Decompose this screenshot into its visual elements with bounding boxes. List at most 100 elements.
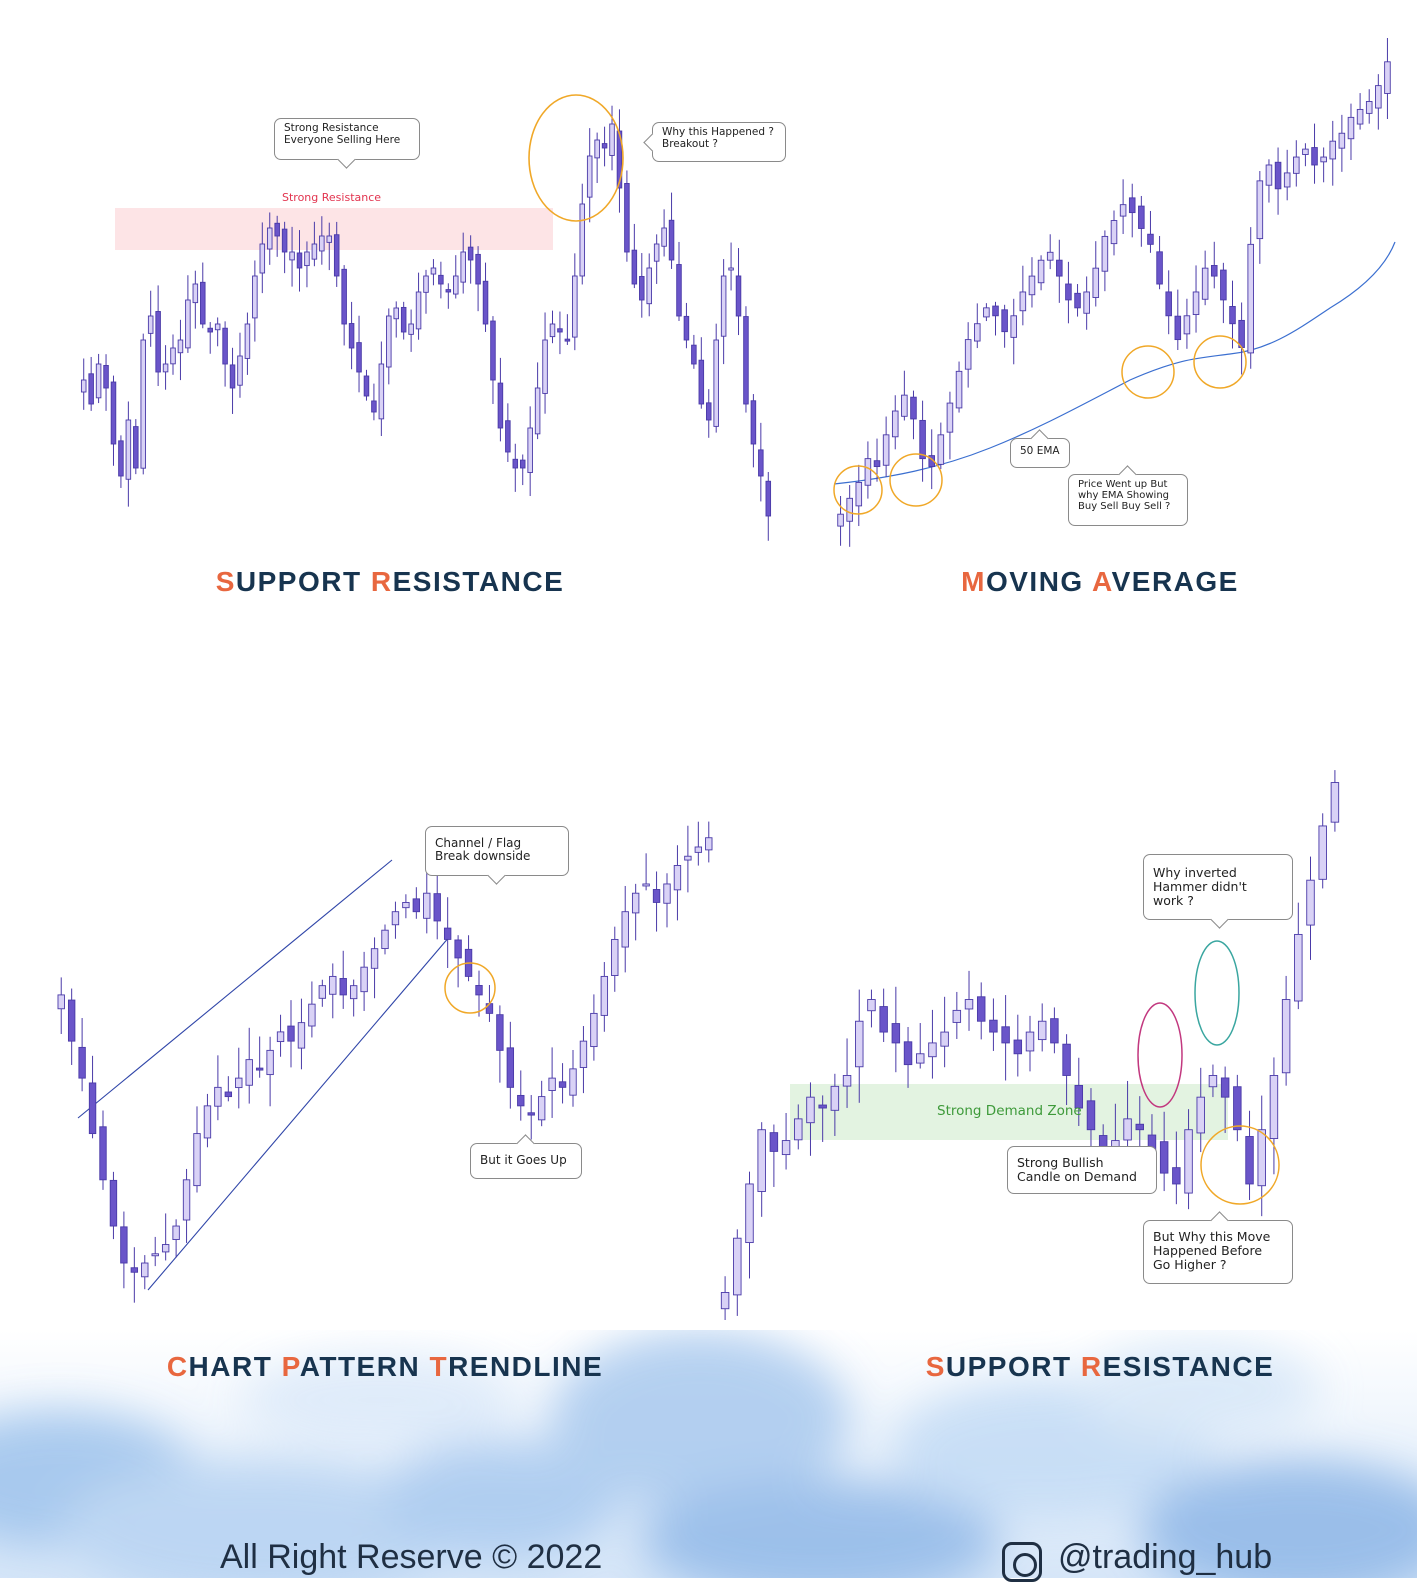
candle-body [745,1183,754,1244]
candle-body [274,222,280,237]
candle-body [1233,1086,1242,1131]
candle-body [983,307,990,318]
candle-body [743,316,749,405]
candle-body [333,234,340,277]
candle-body [200,281,206,325]
chart-panel-support-resistance-demand: Strong Demand Zone Why inverted Hammer d… [715,740,1355,1320]
candle-body [916,1053,925,1064]
callout-line: Price Went up But [1078,479,1168,490]
candle-body [1294,933,1303,1002]
candle-body [496,1014,504,1051]
candle-body [955,370,963,409]
callout-goes-up: But it Goes Up [470,1134,582,1179]
candle-body [1174,315,1182,341]
breakdown-circle [444,962,496,1014]
candle-body [140,339,147,469]
candle-body [95,363,102,399]
candle-body [400,306,407,333]
candle-body [245,1059,253,1086]
candle-body [1210,265,1218,277]
candle-body [1220,1077,1230,1098]
inverted-hammer-circle [1194,940,1240,1046]
callout-breakout: Why this Happened ? Breakout ? [643,122,786,162]
candle-body [1330,782,1340,823]
candle-body [1138,205,1145,229]
demand-zone-label: Strong Demand Zone [937,1103,1082,1119]
candle-body [769,1132,779,1152]
candle-body [1037,1020,1047,1041]
candle-body [572,275,578,338]
candle-body [910,396,917,420]
candle-body [151,1253,159,1257]
callout-line: Why this Happened ? [662,126,774,138]
candle-body [534,387,541,435]
candle-body [289,251,295,261]
heading-part: UPPORT [945,1351,1081,1382]
candle-body [443,927,452,940]
candle-body [120,1226,128,1264]
callout-line: Everyone Selling Here [284,133,401,146]
callout-line: Break downside [435,849,531,864]
ema-touch-circle [1121,345,1175,399]
candle-body [1229,306,1236,325]
heading-part: S [925,1351,946,1382]
candle-body [855,1020,864,1068]
candle-body [110,381,117,445]
candle-body [976,996,986,1022]
candle-body [252,275,258,319]
instagram-icon[interactable] [1002,1542,1042,1582]
candle-body [757,1129,766,1192]
candle-body [653,243,660,262]
footer-handle[interactable]: @trading_hub [1058,1538,1273,1576]
candle-body [1086,1100,1096,1131]
heading-support-resistance: SUPPORT RESISTANCE [130,566,650,598]
ema-touch-circle [1193,335,1247,389]
candle-body [259,243,266,274]
candle-body [276,1031,285,1043]
heading-part: S [215,566,236,597]
candle-body [319,235,325,252]
candle-body [318,985,327,999]
candle-body [1001,1026,1010,1044]
heading-part: M [961,566,986,597]
candle-body [281,228,288,253]
candle-body [919,419,926,460]
candlestick-chart [57,821,713,1303]
candle-body [371,400,377,413]
candle-body [1265,164,1273,186]
candle-body [542,339,548,394]
candle-body [214,1086,222,1107]
resistance-zone-label: Strong Resistance [282,191,382,204]
heading-part: R [1080,1351,1103,1382]
candle-body [1293,156,1300,174]
candle-body [155,311,161,373]
candle-body [992,305,999,317]
candle-body [1101,235,1109,272]
candle-body [713,339,719,427]
candle-body [475,253,481,285]
candle-body [631,892,640,914]
candle-body [728,267,734,271]
callout-line: Go Higher ? [1153,1256,1227,1272]
callout-line: But it Goes Up [480,1153,567,1167]
candle-body [818,1104,827,1109]
candle-body [1037,259,1045,284]
candle-body [99,1126,107,1181]
candle-body [989,1019,998,1033]
hammer-circle [1137,1002,1183,1108]
candle-body [308,1003,316,1027]
candle-body [519,459,526,469]
candle-body [1074,1084,1084,1109]
candle-body [901,394,908,417]
candle-body [125,419,132,480]
candle-body [891,1023,901,1044]
candle-body [266,227,273,250]
candle-body [594,139,600,159]
candle-body [1119,204,1127,217]
candle-body [765,480,772,517]
candle-body [103,365,109,389]
candle-body [88,1082,97,1135]
candle-body [349,985,358,1000]
candle-body [381,929,389,950]
candle-body [639,276,645,301]
